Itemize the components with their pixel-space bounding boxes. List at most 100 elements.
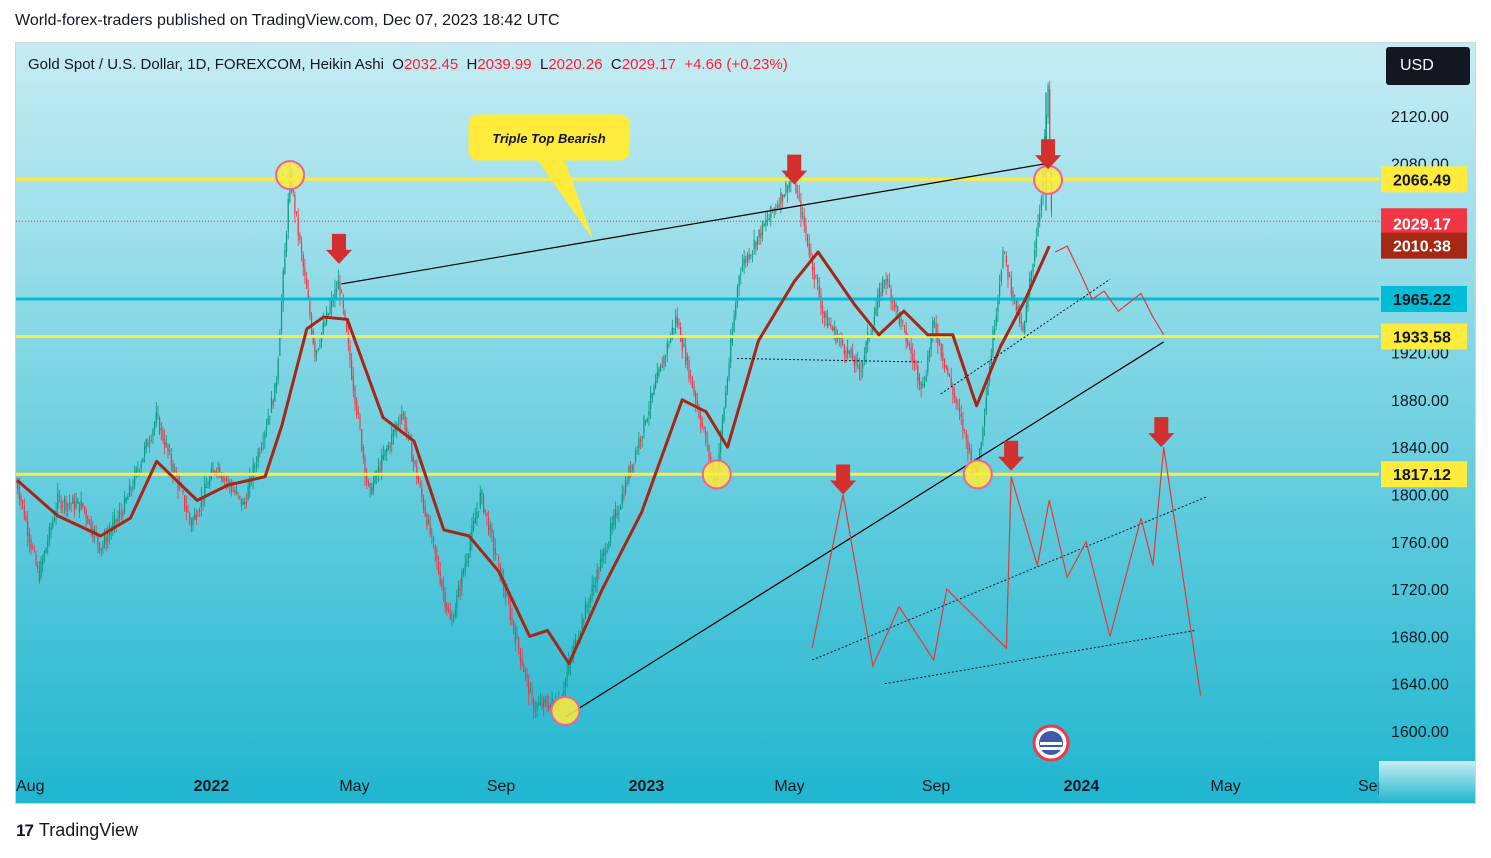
candle-body [488, 517, 490, 534]
time-axis-tick: Sep [487, 778, 516, 795]
flag-icon[interactable] [1032, 724, 1070, 762]
candle-body [962, 419, 964, 431]
candle-body [743, 258, 745, 265]
candle-body [553, 700, 555, 702]
price-label-value: 2066.49 [1393, 172, 1451, 189]
candle-body [855, 357, 857, 365]
candle-body [407, 432, 410, 434]
price-label-value: 1965.22 [1393, 292, 1451, 309]
candle-body [544, 700, 546, 702]
candle-body [197, 515, 199, 517]
candle-body [519, 648, 521, 662]
candle-body [897, 306, 899, 312]
time-axis-tick: Aug [16, 778, 44, 795]
candle-body [775, 208, 777, 210]
high-label: H [466, 56, 478, 73]
candle-body [648, 411, 650, 416]
candle-body [419, 482, 421, 486]
candle-body [100, 548, 102, 550]
candle-body [655, 380, 657, 389]
price-chart[interactable]: Triple Top Bearish 2120.002080.001920.00… [16, 43, 1475, 803]
candle-body [589, 595, 592, 603]
candle-body [17, 482, 19, 489]
candle-body [389, 445, 391, 448]
currency-button[interactable]: USD [1386, 47, 1470, 85]
candle-body [235, 490, 238, 493]
candle-body [122, 512, 124, 517]
candle-body [441, 580, 443, 588]
close-value: 2029.17 [621, 56, 676, 73]
candle-body [294, 194, 296, 214]
candle-body [518, 638, 520, 649]
candle-body [279, 334, 281, 356]
candle-body [402, 413, 405, 416]
candle-body [356, 400, 358, 415]
candle-body [252, 464, 254, 480]
candle-body [838, 337, 840, 339]
candle-body [70, 503, 72, 505]
candle-body [953, 393, 956, 398]
candle-body [107, 535, 109, 542]
candle-body [781, 194, 784, 201]
candle-body [88, 519, 91, 522]
candle-body [810, 252, 812, 255]
candle-body [611, 523, 613, 529]
price-axis-tick: 1880.00 [1391, 393, 1449, 410]
candle-body [305, 277, 308, 289]
candle-body [117, 516, 119, 522]
candle-body [449, 612, 451, 619]
candle-body [28, 532, 30, 543]
candle-body [362, 447, 364, 458]
candle-body [341, 292, 343, 294]
candle-body [1024, 320, 1026, 333]
candle-body [447, 608, 450, 612]
candle-body [748, 254, 750, 260]
chart-panel[interactable]: Triple Top Bearish 2120.00 2080.00 1920.00… [15, 42, 1476, 804]
candle-body [546, 702, 548, 707]
candle-body [245, 502, 248, 504]
candle-body [900, 318, 902, 322]
candle-body [164, 438, 166, 448]
candle-body [943, 358, 946, 368]
candle-body [843, 344, 845, 355]
candle-body [695, 392, 697, 403]
candle-body [427, 518, 430, 524]
candle-body [935, 324, 937, 336]
candle-body [524, 670, 526, 673]
candle-body [528, 679, 530, 696]
candle-body [22, 500, 24, 505]
price-label-box [1381, 286, 1467, 313]
candle-body [1009, 275, 1011, 277]
candle-body [481, 491, 483, 495]
candle-body [862, 362, 864, 369]
candle-body [162, 430, 164, 441]
candle-body [650, 393, 652, 410]
candle-body [1025, 304, 1027, 322]
candle-body [614, 509, 617, 519]
candle-body [830, 324, 832, 328]
tradingview-logo[interactable]: 17 TradingView [16, 820, 138, 841]
candle-body [763, 223, 765, 226]
candle-body [978, 448, 981, 468]
candle-body [429, 522, 431, 535]
candle-body [204, 483, 206, 499]
candle-body [469, 540, 471, 552]
candle-body [277, 358, 279, 380]
candle-body [307, 290, 309, 299]
candle-body [272, 400, 274, 406]
candle-body [494, 548, 496, 555]
candle-body [990, 356, 992, 366]
time-axis-tick: May [774, 778, 804, 795]
candle-body [932, 319, 934, 337]
candle-body [651, 393, 653, 398]
candle-body [1014, 294, 1016, 297]
candle-body [765, 219, 767, 225]
candle-body [63, 498, 66, 504]
candle-body [336, 290, 338, 292]
candle-body [908, 344, 911, 346]
candle-body [150, 440, 152, 442]
candle-body [357, 411, 359, 414]
candle-body [987, 382, 989, 396]
candle-body [392, 430, 395, 436]
candle-body [155, 412, 157, 424]
